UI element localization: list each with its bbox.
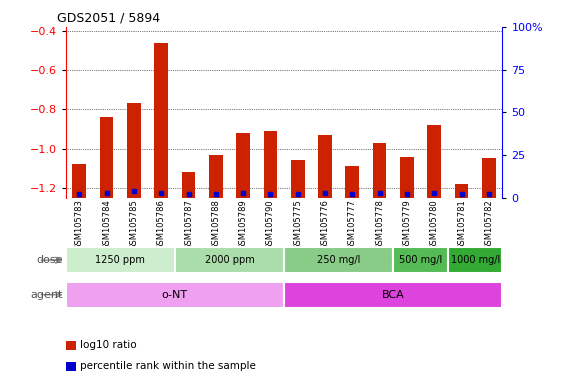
- Bar: [182, 172, 195, 198]
- Bar: [291, 161, 304, 198]
- Text: BCA: BCA: [382, 290, 405, 300]
- Text: log10 ratio: log10 ratio: [80, 340, 136, 350]
- Bar: [209, 154, 223, 198]
- Text: GDS2051 / 5894: GDS2051 / 5894: [57, 11, 160, 24]
- Bar: [318, 135, 332, 198]
- Bar: [400, 157, 414, 198]
- Bar: [66, 247, 175, 273]
- Text: o-NT: o-NT: [162, 290, 188, 300]
- Bar: [345, 166, 359, 198]
- Text: percentile rank within the sample: percentile rank within the sample: [80, 361, 256, 371]
- Text: 500 mg/l: 500 mg/l: [399, 255, 442, 265]
- Text: 2000 ppm: 2000 ppm: [204, 255, 254, 265]
- Bar: [393, 247, 448, 273]
- Bar: [482, 159, 496, 198]
- Text: 250 mg/l: 250 mg/l: [317, 255, 360, 265]
- Text: 1000 mg/l: 1000 mg/l: [451, 255, 500, 265]
- Bar: [428, 125, 441, 198]
- Bar: [127, 103, 140, 198]
- Text: 1250 ppm: 1250 ppm: [95, 255, 145, 265]
- Text: dose: dose: [37, 255, 63, 265]
- Bar: [66, 282, 284, 308]
- Bar: [73, 164, 86, 198]
- Bar: [175, 247, 284, 273]
- Bar: [100, 117, 114, 198]
- Bar: [455, 184, 468, 198]
- Text: agent: agent: [30, 290, 63, 300]
- Bar: [448, 247, 502, 273]
- Bar: [236, 133, 250, 198]
- Bar: [284, 282, 502, 308]
- Bar: [284, 247, 393, 273]
- Bar: [154, 43, 168, 198]
- Bar: [264, 131, 278, 198]
- Bar: [373, 143, 387, 198]
